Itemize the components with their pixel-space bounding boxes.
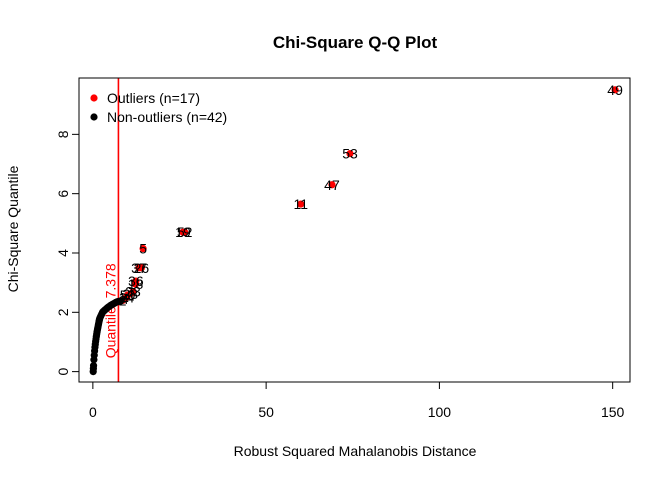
legend-marker-outliers <box>90 94 98 102</box>
x-tick-label: 0 <box>89 404 97 420</box>
non-outlier-point <box>89 362 98 370</box>
point-label: 28 <box>122 286 138 302</box>
point-label: 53 <box>342 146 358 162</box>
legend-label-non-outliers: Non-outliers (n=42) <box>107 109 227 125</box>
x-axis: 0 50 100 150 <box>89 381 625 420</box>
point-label: 14 <box>119 289 135 305</box>
y-tick-label: 2 <box>55 308 71 316</box>
point-label: 47 <box>324 177 340 193</box>
x-tick-label: 150 <box>601 404 625 420</box>
outlier-point <box>131 280 140 288</box>
plot-frame <box>78 77 631 383</box>
point-label: 49 <box>607 82 623 98</box>
x-tick-label: 50 <box>258 404 274 420</box>
cutoff-line-group: Quantile: 7.378 <box>102 78 120 382</box>
point-label: 19 <box>175 224 191 240</box>
y-tick-label: 0 <box>55 368 71 376</box>
point-label: 36 <box>128 273 144 289</box>
cutoff-label: Quantile: 7.378 <box>102 263 118 358</box>
y-tick-label: 4 <box>55 249 71 257</box>
outlier-point <box>179 228 187 236</box>
point-label: 5 <box>139 241 147 257</box>
point-label: 52 <box>177 224 193 240</box>
legend: Outliers (n=17) Non-outliers (n=42) <box>90 90 227 125</box>
point-label: 4 <box>121 291 129 307</box>
point-label: 50 <box>120 287 136 303</box>
outlier-point <box>139 244 147 253</box>
y-axis: 0 2 4 6 8 <box>55 130 80 376</box>
outlier-point <box>611 86 619 94</box>
legend-marker-non-outliers <box>90 113 98 121</box>
y-tick-label: 8 <box>55 130 71 138</box>
non-outlier-point <box>116 297 125 305</box>
point-label: 33 <box>125 284 141 300</box>
y-axis-label: Chi-Square Quantile <box>5 165 21 292</box>
outlier-point <box>135 264 143 272</box>
outlier-point <box>328 181 336 189</box>
point-label: 18 <box>128 276 144 292</box>
legend-label-outliers: Outliers (n=17) <box>107 90 200 106</box>
x-axis-label: Robust Squared Mahalanobis Distance <box>234 443 477 459</box>
point-label: 11 <box>294 196 309 212</box>
outlier-point <box>346 150 354 158</box>
point-label: 37 <box>131 260 147 276</box>
x-tick-label: 100 <box>428 404 452 420</box>
outlier-point <box>297 200 305 208</box>
y-tick-label: 6 <box>55 190 71 198</box>
chart-title: Chi-Square Q-Q Plot <box>273 33 438 52</box>
points-layer <box>89 86 619 376</box>
point-label: 26 <box>134 260 150 276</box>
point-label: 2 <box>119 292 127 308</box>
